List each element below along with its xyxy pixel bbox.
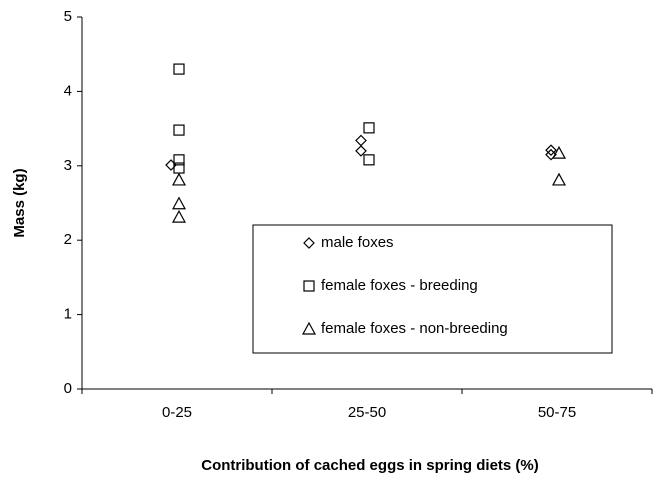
point [545,144,557,157]
x-tick-label: 50-75 [538,404,576,421]
y-tick-label: 2 [64,231,72,248]
point [355,134,367,147]
point [171,196,187,210]
y-tick-label: 0 [64,380,72,397]
y-tick-label: 5 [64,8,72,25]
legend-label: female foxes - non-breeding [321,320,508,337]
point [551,145,567,159]
legend-marker [301,321,317,335]
y-tick-label: 1 [64,306,72,323]
point [173,63,185,75]
y-tick-label: 3 [64,157,72,174]
legend-label: male foxes [321,234,394,251]
y-axis-label: Mass (kg) [11,168,28,237]
point [545,148,557,161]
x-axis-label: Contribution of cached eggs in spring di… [201,457,539,474]
point [171,172,187,186]
point [551,172,567,186]
y-tick-label: 4 [64,82,72,99]
legend-label: female foxes - breeding [321,277,478,294]
point [363,154,375,166]
point [363,122,375,134]
point [173,154,185,166]
legend-box [252,224,613,354]
point [173,124,185,136]
legend-marker [303,237,315,249]
point [171,209,187,223]
x-tick-label: 25-50 [348,404,386,421]
legend-marker [303,280,315,292]
point [355,145,367,157]
x-tick-label: 0-25 [162,404,192,421]
